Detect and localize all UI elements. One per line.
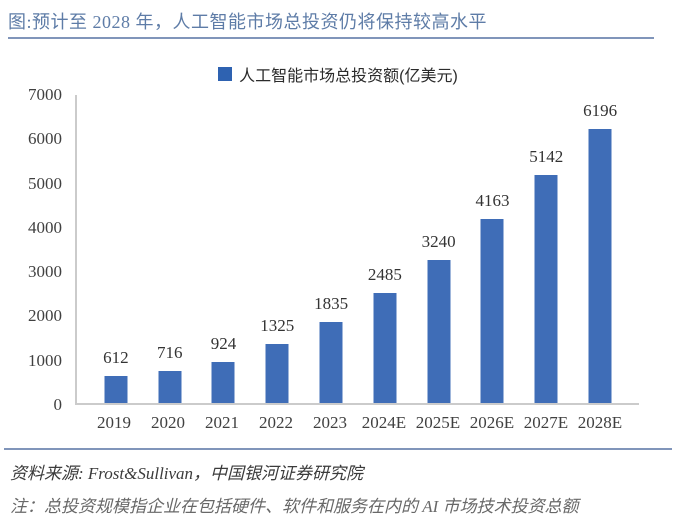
bar-slot: 1325	[250, 95, 304, 403]
plot-area: 612 716 924 1325 1835 2485 3240 4163 5142 6196	[75, 95, 639, 405]
x-tick-label: 2019	[97, 413, 131, 432]
bar-2019	[104, 376, 128, 403]
bar-value-label: 924	[210, 334, 237, 353]
bar-slot: 3240	[412, 95, 466, 403]
bar-2023	[319, 322, 343, 403]
bar-value-label: 6196	[583, 101, 618, 120]
bar-slot: 4163	[466, 95, 520, 403]
x-axis-labels: 2019 2020 2021 2022 2023 2024E 2025E 2026E 2027E…	[75, 413, 639, 433]
x-tick-label: 2023	[313, 413, 347, 432]
bar-value-label: 5142	[529, 147, 564, 166]
bar-2021	[211, 362, 235, 403]
bar-slot: 612	[89, 95, 143, 403]
x-tick-label: 2027E	[523, 413, 569, 432]
bar-slot: 6196	[573, 95, 627, 403]
title-underline	[8, 37, 654, 39]
note-line: 注：总投资规模指企业在包括硬件、软件和服务在内的 AI 市场技术投资总额	[10, 497, 579, 516]
bar-value-label: 2485	[367, 265, 402, 284]
bar-value-label: 4163	[475, 191, 510, 210]
bar-2024E	[373, 293, 397, 403]
x-tick-label: 2024E	[361, 413, 407, 432]
y-tick-label: 5000	[28, 173, 62, 193]
bar-2020	[158, 371, 182, 403]
x-tick-label: 2022	[259, 413, 293, 432]
y-tick-label: 3000	[28, 262, 62, 282]
bar-value-label: 3240	[421, 232, 456, 251]
y-tick-label: 4000	[28, 217, 62, 237]
y-tick-label: 6000	[28, 129, 62, 149]
bar-2022	[265, 344, 289, 403]
x-tick-label: 2028E	[577, 413, 623, 432]
y-tick-label: 0	[53, 395, 63, 414]
y-tick-label: 1000	[28, 350, 62, 370]
bar-value-label: 1325	[260, 316, 295, 335]
figure-title: 图:预计至 2028 年，人工智能市场总投资仍将保持较高水平	[8, 12, 487, 32]
bar-slot: 5142	[519, 95, 573, 403]
x-tick-label: 2025E	[415, 413, 461, 432]
bar-slot: 1835	[304, 95, 358, 403]
legend-label: 人工智能市场总投资额(亿美元)	[239, 68, 458, 85]
bar-2027E	[534, 175, 558, 403]
bar-slot: 716	[143, 95, 197, 403]
source-line: 资料来源: Frost&Sullivan，中国银河证券研究院	[10, 464, 364, 483]
x-tick-label: 2020	[151, 413, 185, 432]
bar-slot: 924	[197, 95, 251, 403]
bar-2025E	[427, 260, 451, 403]
bar-2028E	[588, 129, 612, 403]
y-tick-label: 7000	[28, 85, 62, 104]
bar-2026E	[480, 219, 504, 403]
footer-separator	[4, 448, 672, 450]
bar-slot: 2485	[358, 95, 412, 403]
legend-swatch-icon	[218, 67, 233, 81]
bar-value-label: 612	[103, 348, 129, 367]
chart-legend: 人工智能市场总投资额(亿美元)	[0, 64, 676, 85]
bar-value-label: 1835	[314, 294, 349, 313]
y-tick-label: 2000	[28, 306, 62, 326]
x-tick-label: 2021	[205, 413, 239, 432]
bar-value-label: 716	[156, 343, 183, 362]
y-axis-labels: 7000 6000 5000 4000 3000 2000 1000 0	[0, 85, 62, 414]
x-tick-label: 2026E	[469, 413, 515, 432]
